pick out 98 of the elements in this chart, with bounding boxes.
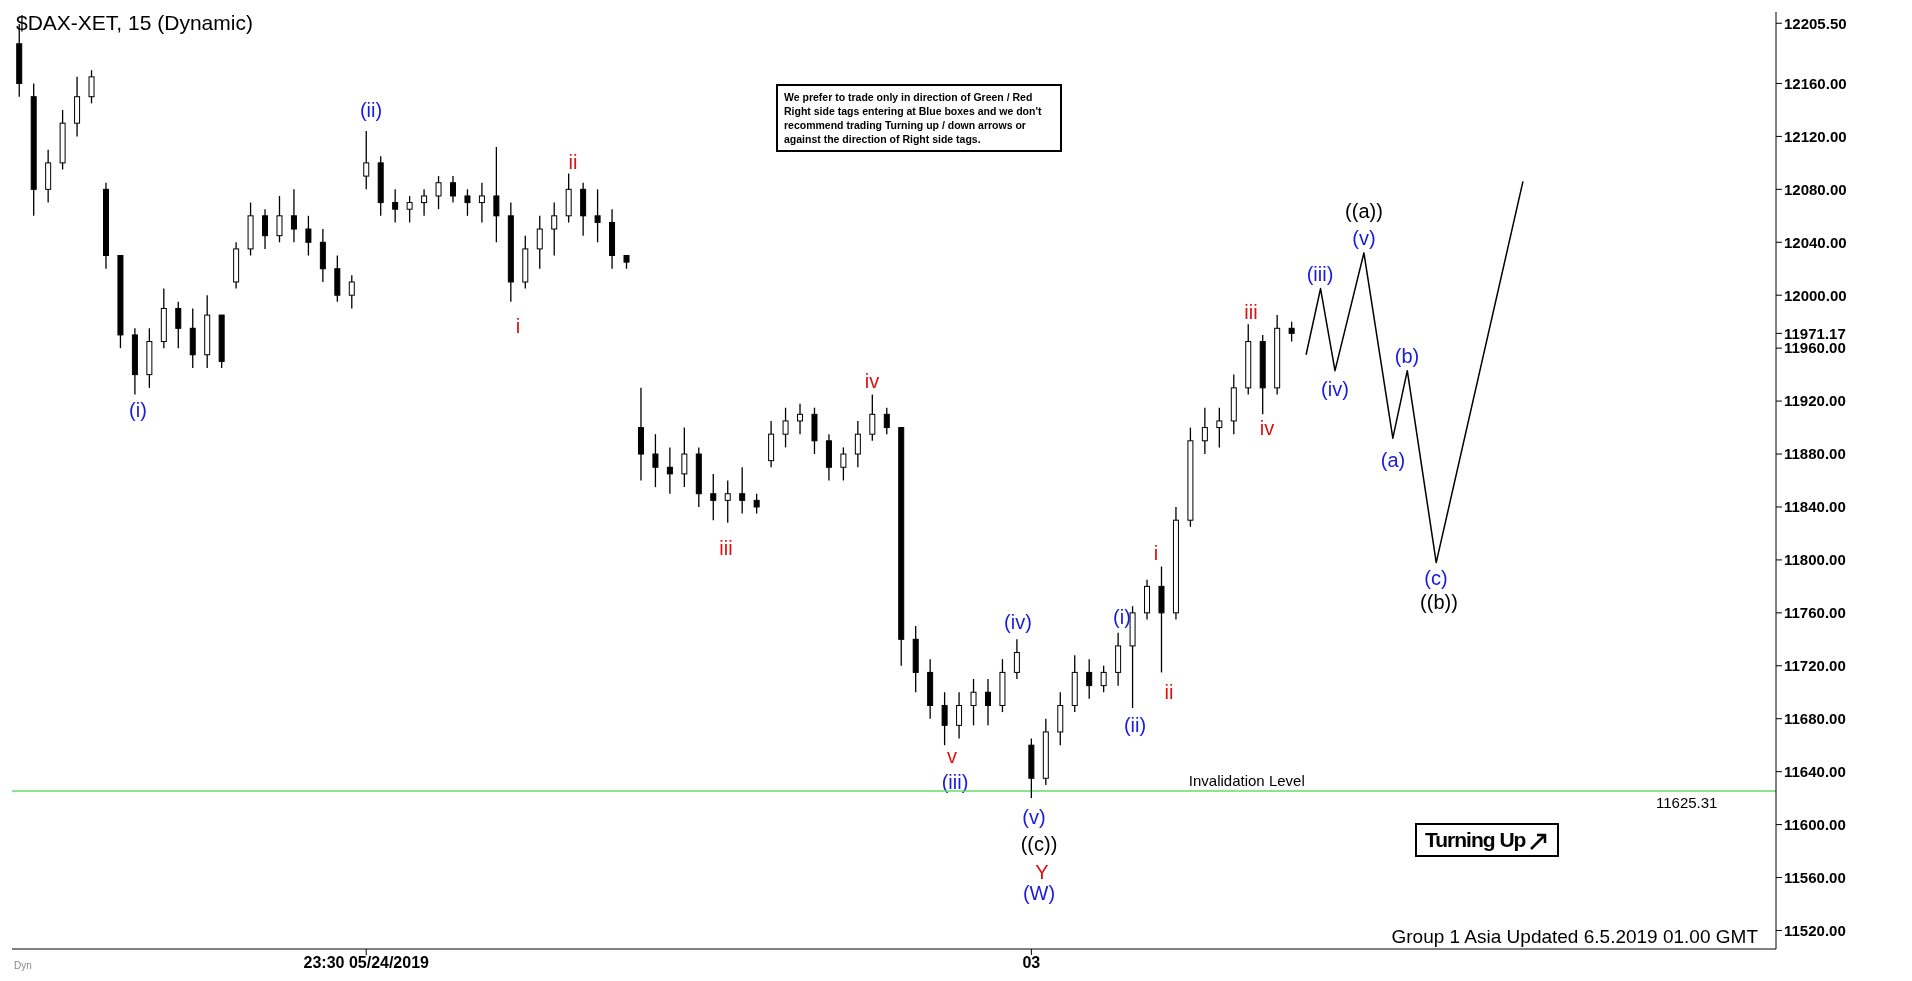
y-tick-label: 11600.00 bbox=[1784, 815, 1846, 833]
y-tick-label: 12040.00 bbox=[1784, 233, 1847, 251]
y-tick-label: 11960.00 bbox=[1784, 339, 1846, 357]
candlestick bbox=[797, 403, 804, 435]
annotation: i bbox=[1153, 542, 1159, 564]
candlestick bbox=[739, 466, 746, 515]
y-tick-label: 12160.00 bbox=[1784, 74, 1847, 92]
annotation: We prefer to trade only in direction of Green / Red Right side tags entering at Blue boxes and we don't recommend trading Turning up / down arrows or against the direction of Right side tags. bbox=[784, 91, 1042, 145]
candlestick bbox=[493, 146, 500, 243]
y-tick-label: 12120.00 bbox=[1784, 127, 1847, 145]
candlestick bbox=[1100, 665, 1107, 693]
candlestick bbox=[941, 691, 948, 746]
candlestick bbox=[869, 393, 876, 442]
candlestick bbox=[175, 301, 182, 349]
annotation: iv bbox=[864, 370, 880, 392]
candlestick bbox=[348, 274, 355, 310]
candlestick bbox=[782, 407, 789, 449]
candlestick bbox=[435, 175, 442, 210]
candlestick bbox=[956, 691, 963, 740]
y-tick-label: 12000.00 bbox=[1784, 286, 1847, 304]
y-tick-label: 11800.00 bbox=[1784, 551, 1846, 569]
annotation: (b) bbox=[1394, 345, 1420, 367]
annotation: (W) bbox=[1022, 882, 1056, 904]
candlestick bbox=[276, 195, 283, 243]
candlestick bbox=[421, 188, 428, 217]
candlestick bbox=[392, 188, 399, 224]
candlestick bbox=[478, 182, 485, 224]
annotation: (i) bbox=[129, 399, 147, 421]
y-tick-label: 12080.00 bbox=[1784, 180, 1847, 198]
y-tick-label: 11840.00 bbox=[1784, 498, 1846, 516]
annotation: iv bbox=[1259, 417, 1275, 439]
annotation: i bbox=[515, 315, 521, 337]
annotation: Group 1 Asia Updated 6.5.2019 01.00 GMT bbox=[1391, 926, 1758, 947]
x-tick-label: 03 bbox=[1022, 954, 1041, 972]
candlestick bbox=[1086, 658, 1093, 700]
annotation: Turning Up bbox=[1425, 828, 1526, 851]
candlestick bbox=[464, 188, 471, 217]
candlestick bbox=[681, 426, 688, 488]
annotation: ii bbox=[568, 151, 578, 173]
y-tick-label: 11640.00 bbox=[1784, 762, 1846, 780]
y-tick-label: 11971.17 bbox=[1784, 324, 1846, 342]
annotation: (iv) bbox=[1321, 378, 1349, 400]
candlestick bbox=[666, 446, 673, 495]
text: Dyn bbox=[14, 960, 32, 971]
candlestick bbox=[1201, 407, 1208, 455]
y-tick-label: 11720.00 bbox=[1784, 657, 1846, 675]
x-tick-label: 23:30 05/24/2019 bbox=[303, 954, 430, 972]
annotation: (v) bbox=[1352, 227, 1376, 249]
candlestick bbox=[724, 479, 731, 524]
annotation: ((b)) bbox=[1420, 591, 1458, 613]
y-tick-label: 11920.00 bbox=[1784, 392, 1846, 410]
y-tick-label: 11760.00 bbox=[1784, 604, 1846, 622]
candlestick bbox=[710, 473, 717, 521]
y-tick-label: 11880.00 bbox=[1784, 445, 1846, 463]
annotation: (iv) bbox=[1004, 611, 1032, 633]
candlestick bbox=[970, 678, 977, 726]
annotation: (ii) bbox=[1123, 714, 1147, 736]
annotation: v bbox=[947, 745, 957, 767]
candlestick bbox=[262, 208, 269, 250]
candlestick bbox=[753, 493, 760, 515]
annotation: (i) bbox=[1113, 606, 1131, 628]
annotation: 11625.31 bbox=[1656, 794, 1718, 811]
annotation: (v) bbox=[1022, 806, 1046, 828]
candlestick bbox=[840, 446, 847, 482]
candlestick bbox=[1013, 638, 1020, 680]
y-tick-label: 11520.00 bbox=[1784, 921, 1846, 939]
candlestick bbox=[883, 407, 890, 435]
candlestick bbox=[290, 188, 297, 243]
candlestick bbox=[536, 215, 543, 270]
annotation: iii bbox=[719, 537, 733, 559]
y-tick-label: 11560.00 bbox=[1784, 868, 1846, 886]
annotation: iii bbox=[1244, 301, 1258, 323]
y-tick-label: 11680.00 bbox=[1784, 710, 1846, 728]
candlestick bbox=[984, 678, 991, 726]
candlestick bbox=[652, 433, 659, 488]
candlestick bbox=[363, 130, 370, 190]
annotation: ((a)) bbox=[1345, 200, 1383, 222]
annotation: (iii) bbox=[1306, 263, 1334, 285]
candlestick bbox=[450, 175, 456, 204]
candlestick bbox=[551, 201, 558, 257]
ref-line-label: Invalidation Level bbox=[1188, 772, 1305, 790]
annotation: (a) bbox=[1380, 449, 1406, 471]
annotation: (iii) bbox=[941, 771, 969, 793]
y-tick-label: 12205.50 bbox=[1784, 14, 1847, 32]
chart-title: $DAX-XET, 15 (Dynamic) bbox=[16, 11, 253, 34]
candlestick bbox=[594, 188, 601, 243]
annotation: ((c)) bbox=[1020, 833, 1058, 855]
candlestick bbox=[305, 215, 312, 257]
annotation: Y bbox=[1035, 861, 1049, 883]
annotation: (ii) bbox=[359, 99, 383, 121]
candlestick bbox=[1288, 321, 1295, 343]
annotation: (c) bbox=[1424, 567, 1448, 589]
candlestick bbox=[854, 420, 861, 468]
candlestick bbox=[406, 195, 413, 224]
candlestick bbox=[1216, 407, 1223, 449]
candlestick bbox=[88, 69, 95, 104]
annotation: ii bbox=[1164, 681, 1174, 703]
line-series bbox=[1305, 180, 1524, 564]
